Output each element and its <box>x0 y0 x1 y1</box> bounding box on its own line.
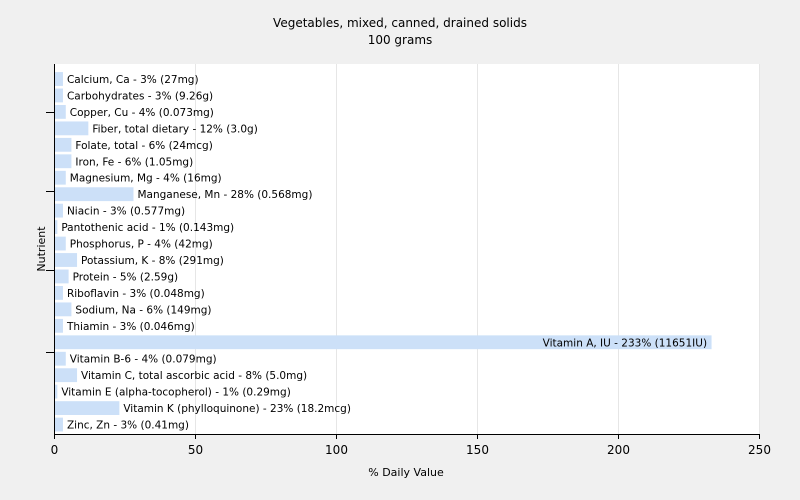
chart-subtitle: 100 grams <box>368 33 433 47</box>
bar-label: Calcium, Ca - 3% (27mg) <box>67 74 199 86</box>
bar <box>54 72 63 86</box>
bar-label: Vitamin A, IU - 233% (11651IU) <box>543 337 707 349</box>
bar <box>54 285 63 300</box>
bar <box>54 104 66 119</box>
y-axis-label: Nutrient <box>35 226 48 272</box>
x-tick-label: 0 <box>51 443 59 457</box>
bar <box>54 170 66 185</box>
bar-label: Pantothenic acid - 1% (0.143mg) <box>61 222 234 234</box>
bar-label: Vitamin K (phylloquinone) - 23% (18.2mcg… <box>123 403 351 415</box>
x-tick-label: 100 <box>325 443 348 457</box>
bar <box>54 384 58 399</box>
bar-label: Niacin - 3% (0.577mg) <box>67 206 185 218</box>
bar-label: Copper, Cu - 4% (0.073mg) <box>70 107 214 119</box>
bar-label: Riboflavin - 3% (0.048mg) <box>67 288 205 300</box>
x-tick-label: 250 <box>748 443 771 457</box>
bar-label: Folate, total - 6% (24mcg) <box>75 140 212 152</box>
bar <box>54 220 58 235</box>
bar-label: Potassium, K - 8% (291mg) <box>81 255 224 267</box>
bar-label: Thiamin - 3% (0.046mg) <box>66 321 195 333</box>
x-axis-label: % Daily Value <box>368 466 444 479</box>
bar-label: Phosphorus, P - 4% (42mg) <box>70 239 213 251</box>
bar <box>54 318 63 333</box>
bar <box>54 351 66 366</box>
bar-label: Carbohydrates - 3% (9.26g) <box>67 90 213 102</box>
bar <box>54 121 89 136</box>
x-tick-label: 200 <box>607 443 630 457</box>
bar <box>54 187 134 202</box>
bar <box>54 154 72 169</box>
bar <box>54 417 63 432</box>
bar-label: Vitamin E (alpha-tocopherol) - 1% (0.29m… <box>61 387 291 399</box>
bar <box>54 335 712 350</box>
bar <box>54 401 120 416</box>
x-tick-label: 50 <box>188 443 203 457</box>
bar <box>54 253 78 267</box>
bars: Calcium, Ca - 3% (27mg) Carbohydrates - 3… <box>54 72 712 432</box>
x-tick-label: 150 <box>466 443 489 457</box>
bar-label: Zinc, Zn - 3% (0.41mg) <box>67 420 189 432</box>
bar-label: Iron, Fe - 6% (1.05mg) <box>75 156 193 168</box>
bar-label: Magnesium, Mg - 4% (16mg) <box>70 173 222 185</box>
y-ticks <box>46 112 54 353</box>
bar-label: Manganese, Mn - 28% (0.568mg) <box>137 189 312 201</box>
bar-label: Fiber, total dietary - 12% (3.0g) <box>92 123 257 135</box>
bar <box>54 236 66 251</box>
bar-label: Protein - 5% (2.59g) <box>73 271 179 283</box>
bar-label: Vitamin B-6 - 4% (0.079mg) <box>70 354 217 366</box>
bar <box>54 302 72 317</box>
plot-area <box>54 64 759 434</box>
bar <box>54 269 69 284</box>
bar <box>54 203 63 218</box>
bar <box>54 368 78 383</box>
bar-label: Vitamin C, total ascorbic acid - 8% (5.0… <box>81 370 307 382</box>
bar <box>54 137 72 152</box>
bar <box>54 88 63 103</box>
chart-title: Vegetables, mixed, canned, drained solid… <box>273 16 527 30</box>
x-ticks: 0 50 100 150 200 250 <box>51 434 771 457</box>
axes <box>54 64 760 435</box>
bar-label: Sodium, Na - 6% (149mg) <box>75 304 211 316</box>
